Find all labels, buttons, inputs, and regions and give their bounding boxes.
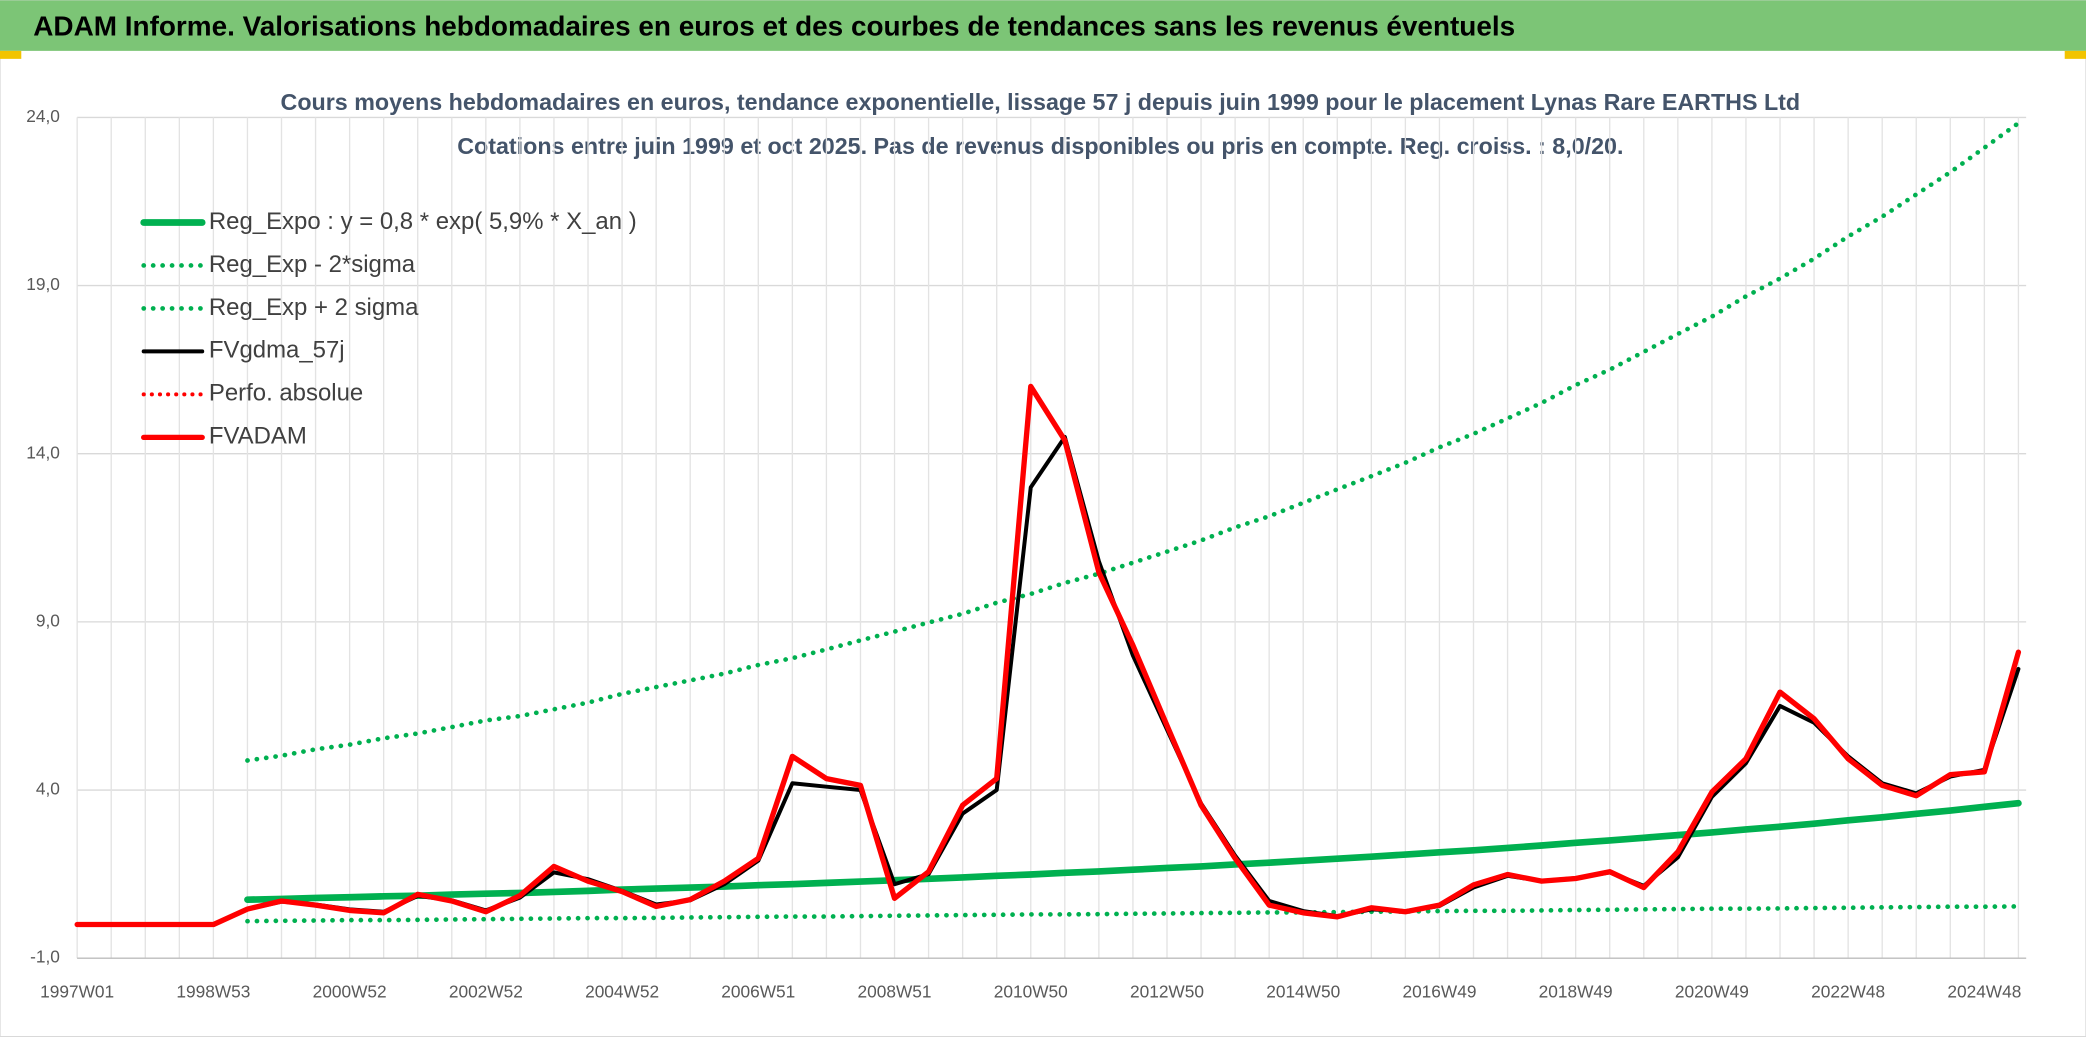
chart-subtitle: Cotations entre juin 1999 et oct 2025. P… [457, 133, 1623, 159]
header-bar [0, 0, 2086, 51]
legend-label: Reg_Exp + 2 sigma [209, 294, 419, 321]
y-tick-label: 14,0 [26, 442, 60, 462]
x-tick-label: 2016W49 [1402, 981, 1476, 1001]
series-line [74, 383, 2022, 928]
x-tick-label: 2022W48 [1811, 981, 1885, 1001]
series-line [245, 434, 2021, 919]
x-tick-label: 2004W52 [585, 981, 659, 1001]
legend-label: FVgdma_57j [209, 337, 345, 364]
x-tick-label: 1997W01 [40, 981, 114, 1001]
legend-label: FVADAM [209, 423, 307, 450]
series-line [244, 799, 2022, 903]
legend: Reg_Expo : y = 0,8 * exp( 5,9% * X_an ) R… [140, 208, 637, 450]
x-tick-label: 2010W50 [994, 981, 1068, 1001]
x-tick-label: 2018W49 [1539, 981, 1613, 1001]
x-tick-label: 2012W50 [1130, 981, 1204, 1001]
grid: -1,0 4,0 9,0 14,0 19,0 24,0 1997W01 1998W53 2000… [26, 106, 2027, 1001]
y-tick-label: 24,0 [26, 106, 60, 126]
x-tick-label: 1998W53 [176, 981, 250, 1001]
y-tick-label: 9,0 [36, 610, 60, 630]
plot [74, 120, 2022, 928]
corner [0, 50, 22, 59]
series-line [245, 120, 2021, 763]
legend-label: Reg_Expo : y = 0,8 * exp( 5,9% * X_an ) [209, 208, 637, 235]
corner [2064, 50, 2086, 59]
legend-label: Reg_Exp - 2*sigma [209, 251, 416, 278]
x-tick-label: 2006W51 [721, 981, 795, 1001]
header-title: ADAM Informe. Valorisations hebdomadaire… [33, 11, 1515, 42]
x-tick-label: 2024W48 [1947, 981, 2021, 1001]
legend-label: Perfo. absolue [209, 380, 363, 407]
y-tick-label: 4,0 [36, 779, 60, 799]
series-line [245, 904, 2021, 924]
x-tick-label: 2000W52 [313, 981, 387, 1001]
x-tick-label: 2020W49 [1675, 981, 1749, 1001]
x-tick-label: 2014W50 [1266, 981, 1340, 1001]
chart-title: Cours moyens hebdomadaires en euros, ten… [281, 89, 1801, 115]
y-tick-label: 19,0 [26, 274, 60, 294]
x-tick-label: 2008W51 [858, 981, 932, 1001]
y-tick-label: -1,0 [30, 947, 60, 967]
x-tick-label: 2002W52 [449, 981, 523, 1001]
